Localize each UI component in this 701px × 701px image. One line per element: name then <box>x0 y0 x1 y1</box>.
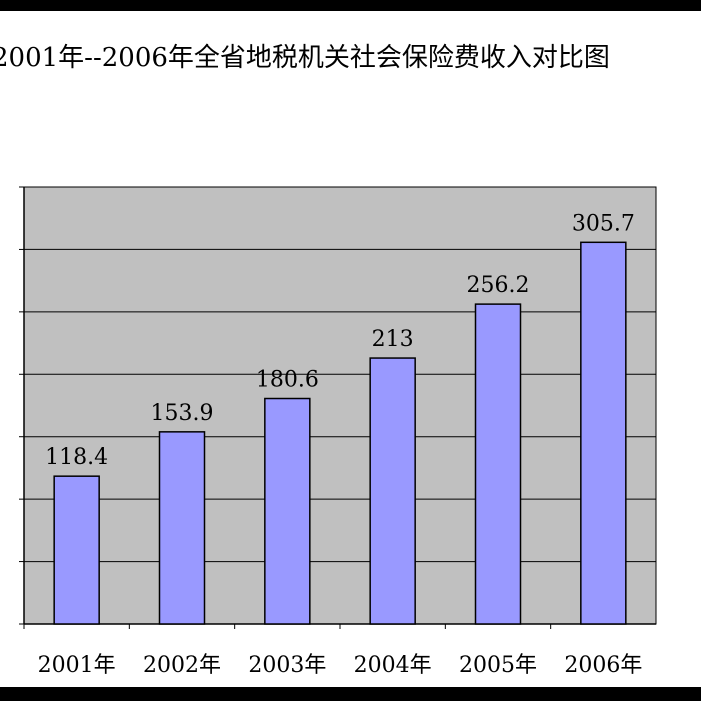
plot-background <box>23 186 657 625</box>
bar <box>264 397 311 625</box>
data-label: 118.4 <box>45 445 108 470</box>
data-label: 213 <box>372 327 414 352</box>
bar <box>474 303 522 625</box>
bar-chart: 2001年--2006年全省地税机关社会保险费收入对比图 118.42001年1… <box>0 43 657 678</box>
bar <box>369 357 416 625</box>
data-label: 153.9 <box>151 401 214 426</box>
x-tick-label: 2004年 <box>354 653 432 678</box>
x-tick-label: 2001年 <box>38 653 116 678</box>
x-tick-label: 2006年 <box>564 653 642 678</box>
bar <box>158 431 206 625</box>
plot-area: 118.4 2001年 153.9 2002年 180.6 2003年 213 2004年 25… <box>19 186 657 678</box>
data-label: 180.6 <box>256 368 319 393</box>
chart-title: 2001年--2006年全省地税机关社会保险费收入对比图 <box>0 43 610 73</box>
data-label: 256.2 <box>467 273 530 298</box>
x-tick-label: 2003年 <box>248 653 326 678</box>
bar <box>53 475 100 625</box>
x-tick-label: 2002年 <box>143 653 221 678</box>
data-label: 305.7 <box>572 211 635 236</box>
chart-canvas: 2001年--2006年全省地税机关社会保险费收入对比图 118.4 2001年 1… <box>0 11 701 687</box>
bar <box>580 241 627 625</box>
x-tick-label: 2005年 <box>459 653 537 678</box>
